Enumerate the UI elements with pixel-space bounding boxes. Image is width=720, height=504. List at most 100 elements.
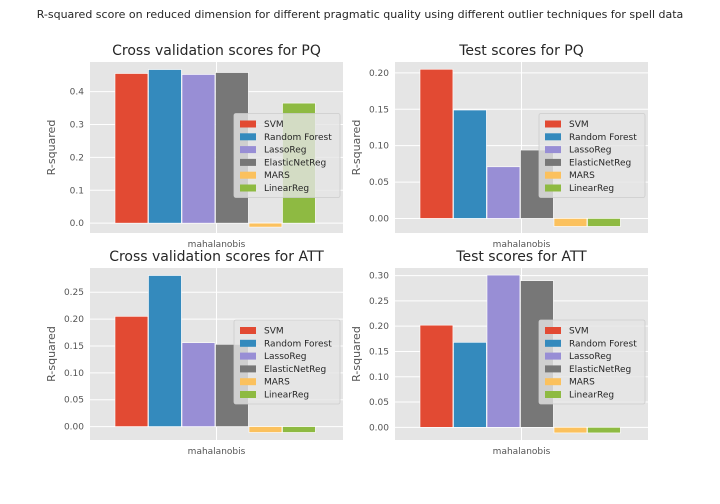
y-tick-label: 0.00: [64, 423, 84, 433]
y-axis-label: R-squared: [45, 120, 58, 176]
y-tick-label: 0.20: [369, 322, 389, 332]
legend-entry-label: MARS: [264, 378, 290, 388]
legend-entry-label: LassoReg: [569, 352, 612, 362]
y-tick-label: 0.25: [369, 297, 389, 307]
legend-entry-label: LinearReg: [264, 184, 309, 194]
legend-swatch: [545, 391, 561, 398]
panel-title: Cross validation scores for PQ: [112, 43, 321, 59]
y-tick-label: 0.05: [369, 178, 389, 188]
y-axis-label: R-squared: [350, 120, 363, 176]
legend-entry-label: ElasticNetReg: [569, 158, 631, 168]
legend-entry-label: MARS: [569, 378, 595, 388]
x-tick-label: mahalanobis: [188, 240, 246, 250]
legend-swatch: [240, 171, 256, 179]
y-tick-label: 0.10: [64, 369, 84, 379]
y-tick-label: 0.15: [369, 105, 389, 115]
y-tick-label: 0.05: [369, 398, 389, 408]
bar-random-forest: [453, 342, 487, 428]
legend-entry-label: LassoReg: [264, 352, 307, 362]
bar-mars: [248, 426, 283, 433]
legend-swatch: [240, 365, 256, 373]
y-tick-label: 0.20: [369, 69, 389, 79]
y-tick-label: 0.1: [70, 186, 84, 196]
x-tick-label: mahalanobis: [493, 240, 551, 250]
y-tick-label: 0.0: [70, 219, 85, 229]
legend-entry-label: SVM: [264, 327, 284, 337]
legend-box: [233, 113, 341, 198]
y-axis-label: R-squared: [350, 326, 363, 382]
bar-linearreg: [587, 218, 621, 227]
legend-swatch: [545, 327, 561, 334]
legend-swatch: [545, 146, 561, 154]
chart-panel-2: 0.00 0.05 0.10 0.15 0.20 mahalanobis Test scor…: [350, 43, 648, 250]
bar-svm: [419, 324, 454, 428]
legend-swatch: [545, 133, 561, 141]
legend-swatch: [240, 158, 256, 166]
bar-lassoreg: [486, 274, 521, 428]
bar-lassoreg: [486, 166, 521, 219]
x-tick-label: mahalanobis: [188, 447, 246, 457]
legend-entry-label: LinearReg: [569, 184, 614, 194]
legend-entry-label: MARS: [569, 171, 595, 181]
legend-swatch: [545, 365, 561, 373]
y-axis-label: R-squared: [45, 326, 58, 382]
bar-svm: [114, 316, 149, 427]
legend-swatch: [545, 158, 561, 166]
legend-swatch: [240, 184, 256, 192]
y-tick-label: 0.30: [369, 272, 389, 282]
legend-entry-label: LinearReg: [569, 391, 614, 401]
panel-title: Test scores for PQ: [458, 43, 584, 59]
legend-box: [538, 113, 646, 198]
legend-entry-label: ElasticNetReg: [569, 365, 631, 375]
legend: SVM Random Forest LassoReg ElasticNetReg MAR…: [538, 113, 646, 198]
legend-entry-label: LassoReg: [569, 146, 612, 156]
y-tick-label: 0.00: [369, 214, 389, 224]
legend-swatch: [545, 184, 561, 192]
bar-random-forest: [148, 69, 182, 224]
legend-entry-label: LinearReg: [264, 391, 309, 401]
legend-swatch: [240, 378, 256, 386]
legend-swatch: [240, 146, 256, 154]
bar-lassoreg: [181, 74, 216, 224]
legend-swatch: [545, 171, 561, 179]
bar-random-forest: [148, 275, 182, 427]
legend-entry-label: Random Forest: [569, 133, 637, 143]
y-tick-label: 0.15: [64, 342, 84, 352]
chart-panel-4: 0.00 0.05 0.10 0.15 0.20 0.25 0.30 mahalanobis T…: [350, 249, 648, 457]
y-tick-label: 0.2: [70, 153, 84, 163]
legend-swatch: [240, 391, 256, 398]
bar-lassoreg: [181, 342, 216, 427]
x-tick-label: mahalanobis: [493, 447, 551, 457]
legend-entry-label: Random Forest: [264, 339, 332, 349]
legend-entry-label: ElasticNetReg: [264, 158, 326, 168]
legend-swatch: [545, 352, 561, 360]
y-tick-label: 0.10: [369, 373, 389, 383]
chart-panel-1: 0.0 0.1 0.2 0.3 0.4 mahalanobis Cross validati…: [45, 43, 343, 250]
bar-linearreg: [587, 427, 621, 434]
bar-svm: [114, 73, 149, 224]
panel-title: Cross validation scores for ATT: [109, 249, 324, 265]
legend-box: [538, 319, 646, 405]
y-tick-label: 0.05: [64, 396, 84, 406]
y-tick-label: 0.00: [369, 423, 389, 433]
legend-swatch: [240, 133, 256, 141]
bar-mars: [248, 222, 283, 228]
bar-svm: [419, 68, 454, 219]
legend-entry-label: SVM: [569, 327, 589, 337]
bar-linearreg: [282, 426, 316, 433]
legend-swatch: [545, 378, 561, 386]
bar-random-forest: [453, 109, 487, 219]
legend-box: [233, 319, 341, 405]
y-tick-label: 0.4: [70, 88, 85, 98]
y-tick-label: 0.3: [70, 120, 84, 130]
legend-entry-label: MARS: [264, 171, 290, 181]
bar-mars: [553, 218, 588, 227]
figure-title: R-squared score on reduced dimension for…: [37, 8, 684, 21]
y-tick-label: 0.15: [369, 347, 389, 357]
legend: SVM Random Forest LassoReg ElasticNetReg MAR…: [233, 113, 341, 198]
panel-title: Test scores for ATT: [455, 249, 587, 265]
legend: SVM Random Forest LassoReg ElasticNetReg MAR…: [538, 319, 646, 405]
legend-entry-label: SVM: [569, 120, 589, 130]
